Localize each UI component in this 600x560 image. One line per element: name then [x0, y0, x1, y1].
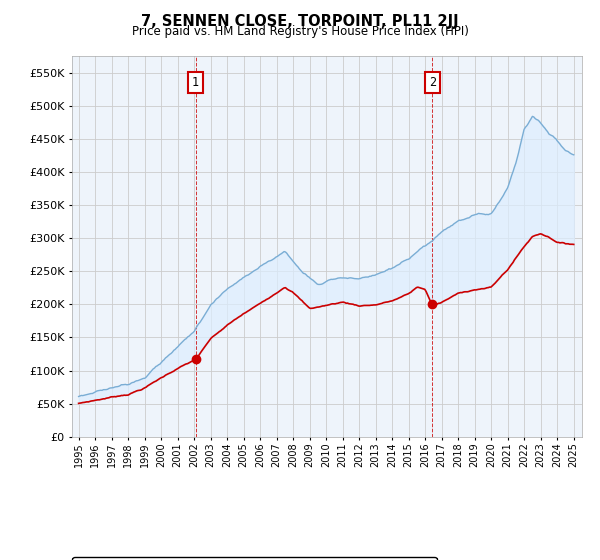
Text: Price paid vs. HM Land Registry's House Price Index (HPI): Price paid vs. HM Land Registry's House … — [131, 25, 469, 38]
Text: 7, SENNEN CLOSE, TORPOINT, PL11 2JJ: 7, SENNEN CLOSE, TORPOINT, PL11 2JJ — [141, 14, 459, 29]
Text: 2: 2 — [429, 76, 436, 89]
Legend: 7, SENNEN CLOSE, TORPOINT, PL11 2JJ (detached house), HPI: Average price, detach: 7, SENNEN CLOSE, TORPOINT, PL11 2JJ (det… — [73, 557, 437, 560]
Text: 1: 1 — [192, 76, 199, 89]
